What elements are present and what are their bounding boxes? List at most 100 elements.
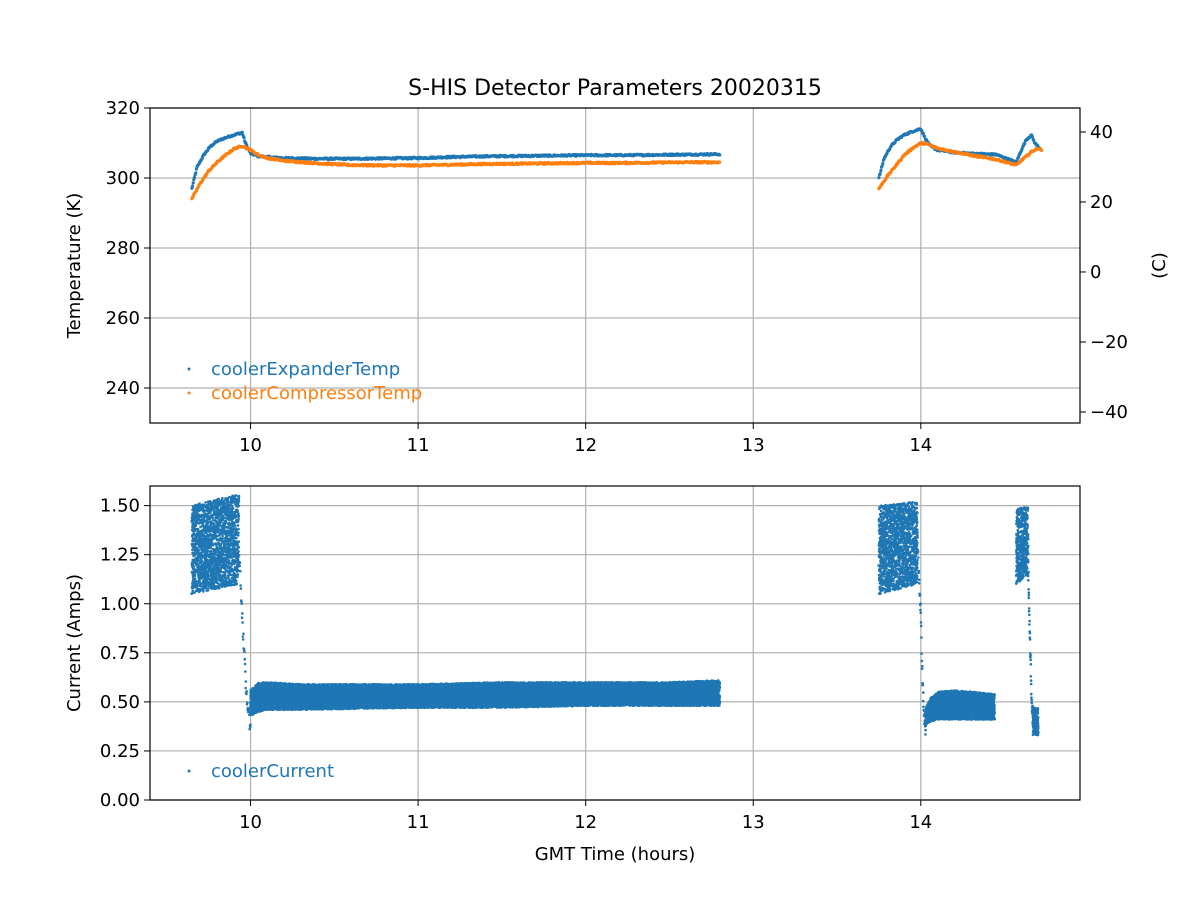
y-tick-label: 1.25 <box>100 545 140 566</box>
data-point <box>213 522 216 525</box>
y-tick-label: 300 <box>106 168 140 189</box>
y-tick-label: 260 <box>106 308 140 329</box>
data-point <box>218 587 221 590</box>
y-tick-label: 0.50 <box>100 692 140 713</box>
data-point <box>879 172 882 175</box>
right-y-tick-label: 0 <box>1090 262 1101 283</box>
data-point <box>202 590 205 593</box>
x-tick-label: 14 <box>909 435 932 456</box>
data-point <box>193 176 196 179</box>
y-tick-label: 0.75 <box>100 643 140 664</box>
data-point <box>223 516 226 519</box>
data-point <box>877 176 880 179</box>
data-point <box>237 524 240 527</box>
data-point <box>223 524 226 527</box>
data-point <box>212 543 215 546</box>
x-tick-label: 12 <box>574 435 597 456</box>
data-point <box>193 565 196 568</box>
data-point <box>237 528 240 531</box>
x-tick-label: 13 <box>742 812 765 833</box>
y-tick-label: 1.00 <box>100 594 140 615</box>
data-point <box>237 518 240 521</box>
data-point <box>191 185 194 188</box>
data-point <box>231 504 234 507</box>
x-tick-label: 10 <box>239 435 262 456</box>
right-y-axis-label: (C) <box>1149 252 1170 279</box>
x-tick-label: 14 <box>909 812 932 833</box>
data-point <box>233 521 236 524</box>
legend-label: coolerExpanderTemp <box>211 359 400 380</box>
x-tick-label: 10 <box>239 812 262 833</box>
data-point <box>235 537 238 540</box>
data-point <box>195 524 198 527</box>
data-point <box>238 500 241 503</box>
legend-marker <box>188 368 191 371</box>
data-point <box>881 162 884 165</box>
data-point <box>221 535 224 538</box>
data-point <box>243 136 246 139</box>
data-point <box>197 528 200 531</box>
data-point <box>236 576 239 579</box>
y-tick-label: 240 <box>106 378 140 399</box>
y-tick-label: 1.50 <box>100 496 140 517</box>
right-y-tick-label: 20 <box>1090 192 1113 213</box>
data-point <box>222 514 225 517</box>
data-point <box>232 518 235 521</box>
x-tick-label: 13 <box>742 435 765 456</box>
y-tick-label: 280 <box>106 238 140 259</box>
right-y-tick-label: −40 <box>1090 402 1128 423</box>
data-point <box>228 562 231 565</box>
x-tick-label: 12 <box>574 812 597 833</box>
chart-title: S-HIS Detector Parameters 20020315 <box>408 76 822 101</box>
data-point <box>237 546 240 549</box>
data-point <box>235 580 238 583</box>
y-axis-label: Current (Amps) <box>64 574 85 712</box>
legend-label: coolerCompressorTemp <box>211 383 422 404</box>
data-point <box>214 532 217 535</box>
data-point <box>718 161 721 164</box>
data-point <box>1040 149 1043 152</box>
data-point <box>237 573 240 576</box>
y-tick-label: 320 <box>106 98 140 119</box>
data-point <box>217 528 220 531</box>
data-point <box>194 575 197 578</box>
data-point <box>237 550 240 553</box>
data-point <box>226 534 229 537</box>
data-point <box>204 501 207 504</box>
data-point <box>221 497 224 500</box>
data-point <box>237 534 240 537</box>
data-point <box>212 516 215 519</box>
data-point <box>223 502 226 505</box>
data-point <box>210 565 213 568</box>
data-point <box>237 532 240 535</box>
data-point <box>205 585 208 588</box>
data-point <box>237 514 240 517</box>
y-axis-label: Temperature (K) <box>64 193 85 340</box>
x-tick-label: 11 <box>407 812 430 833</box>
data-point <box>238 496 241 499</box>
data-point <box>235 494 238 497</box>
data-point <box>211 514 214 517</box>
right-y-tick-label: −20 <box>1090 332 1128 353</box>
data-point <box>218 498 221 501</box>
data-point <box>237 505 240 508</box>
x-axis-label: GMT Time (hours) <box>535 844 696 865</box>
data-point <box>194 171 197 174</box>
data-point <box>192 181 195 184</box>
data-point <box>220 571 223 574</box>
data-point <box>206 521 209 524</box>
data-point <box>879 169 882 172</box>
data-point <box>194 577 197 580</box>
data-point <box>227 499 230 502</box>
data-point <box>217 516 220 519</box>
y-tick-label: 0.00 <box>100 790 140 811</box>
right-y-tick-label: 40 <box>1090 122 1113 143</box>
data-point <box>221 537 224 540</box>
data-point <box>196 585 199 588</box>
data-point <box>216 576 219 579</box>
data-point <box>234 524 237 527</box>
legend-marker <box>188 392 191 395</box>
data-point <box>207 587 210 590</box>
